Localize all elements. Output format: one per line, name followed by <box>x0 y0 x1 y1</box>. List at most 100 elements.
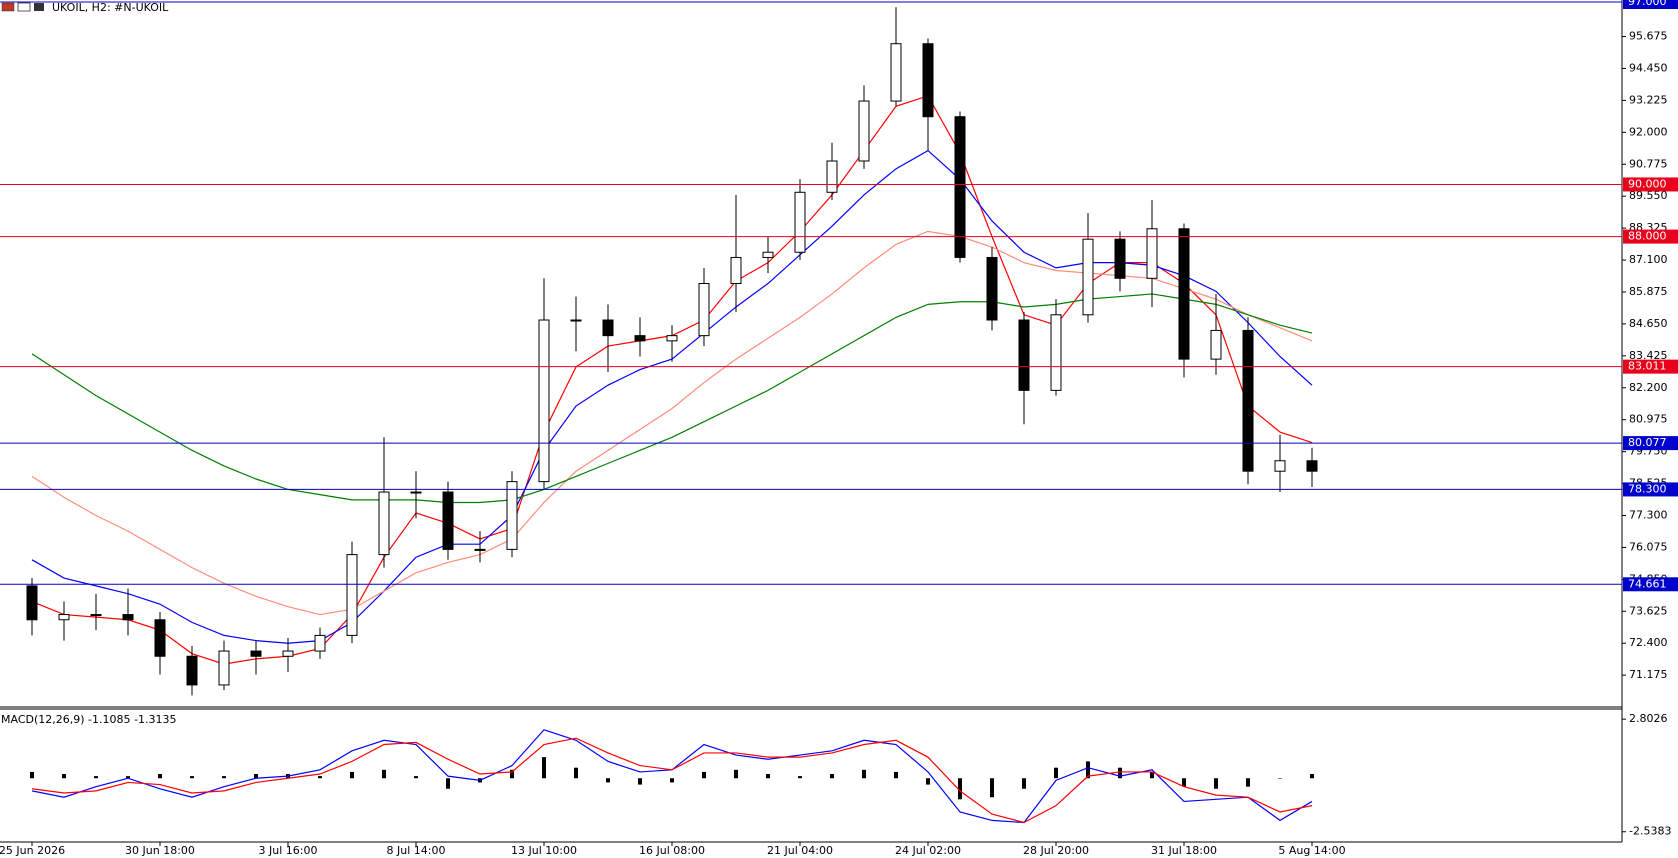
histogram-bar <box>958 778 962 800</box>
candle-body <box>922 43 934 118</box>
candle-body <box>1082 238 1094 316</box>
histogram-bar <box>1310 774 1314 779</box>
level-label-box <box>1623 436 1678 451</box>
candle-body <box>154 619 166 657</box>
candle-body <box>90 614 102 617</box>
candle-body <box>442 491 454 550</box>
histogram-bar <box>382 769 386 779</box>
candle-body <box>378 491 390 556</box>
candle-body <box>602 319 614 337</box>
histogram-bar <box>1054 767 1058 779</box>
x-tick-label: 28 Jul 20:00 <box>1023 844 1089 857</box>
histogram-bar <box>1150 771 1154 779</box>
candle-body <box>986 256 998 321</box>
histogram-bar <box>702 771 706 779</box>
histogram-bar <box>446 778 450 789</box>
y-tick-label: 87.100 <box>1629 253 1668 266</box>
histogram-bar <box>574 767 578 779</box>
level-label-box <box>1623 0 1678 9</box>
y-tick-label: 77.300 <box>1629 509 1668 522</box>
candle-body <box>282 650 294 657</box>
candle-body <box>410 491 422 494</box>
y-tick-label: 93.225 <box>1629 93 1668 106</box>
level-label: 97.000 <box>1628 0 1667 8</box>
x-tick-label: 8 Jul 14:00 <box>387 844 446 857</box>
histogram-bar <box>1214 778 1218 789</box>
histogram-bar <box>158 774 162 779</box>
candle-body <box>890 43 902 102</box>
level-label: 83.011 <box>1628 360 1667 373</box>
y-tick-label: 95.675 <box>1629 30 1668 43</box>
candle-body <box>1242 329 1254 472</box>
candle-body <box>58 614 70 621</box>
y-tick-label: -2.5383 <box>1629 825 1671 838</box>
candle-body <box>794 191 806 253</box>
candle-body <box>474 548 486 551</box>
y-tick-label: 73.625 <box>1629 604 1668 617</box>
histogram-bar <box>350 771 354 779</box>
level-label: 78.300 <box>1628 482 1667 495</box>
x-tick-label: 16 Jul 08:00 <box>639 844 705 857</box>
y-tick-label: 83.425 <box>1629 349 1668 362</box>
histogram-bar <box>510 769 514 779</box>
level-label-box <box>1623 577 1678 592</box>
macd-line <box>31 737 1313 824</box>
histogram-bar <box>62 774 66 779</box>
y-tick-label: 94.450 <box>1629 61 1668 74</box>
histogram-bar <box>254 774 258 779</box>
histogram-bar <box>542 757 546 779</box>
y-tick-label: 89.550 <box>1629 189 1668 202</box>
histogram-bar <box>734 769 738 779</box>
histogram-bar <box>30 771 34 779</box>
candle-body <box>1050 314 1062 391</box>
candle-body <box>314 634 326 652</box>
histogram-bar <box>638 778 642 785</box>
y-tick-label: 90.775 <box>1629 157 1668 170</box>
candle-body <box>826 160 838 193</box>
level-label: 90.000 <box>1628 177 1667 190</box>
level-label-box <box>1623 359 1678 374</box>
level-label: 88.000 <box>1628 230 1667 243</box>
histogram-bar <box>830 774 834 779</box>
candle-body <box>538 319 550 483</box>
histogram-bar <box>1086 761 1090 779</box>
level-label: 74.661 <box>1628 577 1667 590</box>
candle-body <box>1178 228 1190 360</box>
y-tick-label: 72.400 <box>1629 636 1668 649</box>
histogram-bar <box>1118 767 1122 779</box>
icon <box>34 3 44 11</box>
y-tick-label: 85.875 <box>1629 285 1668 298</box>
level-label-box <box>1623 482 1678 497</box>
candle-body <box>858 100 870 162</box>
histogram-bar <box>926 778 930 785</box>
x-tick-label: 13 Jul 10:00 <box>511 844 577 857</box>
histogram-bar <box>1022 778 1026 789</box>
y-tick-label: 84.650 <box>1629 317 1668 330</box>
x-tick-label: 25 Jun 2026 <box>0 844 65 857</box>
candle-body <box>186 655 198 686</box>
candle-body <box>1306 460 1318 472</box>
candle-body <box>506 481 518 550</box>
histogram-bar <box>222 776 226 779</box>
histogram-bar <box>1278 778 1282 779</box>
histogram-bar <box>862 769 866 779</box>
candle-body <box>1146 228 1158 279</box>
y-tick-label: 92.000 <box>1629 125 1668 138</box>
histogram-bar <box>190 776 194 779</box>
candle-body <box>570 319 582 322</box>
candle-body <box>218 650 230 686</box>
histogram-bar <box>126 776 130 779</box>
candle-body <box>1114 238 1126 279</box>
histogram-bar <box>990 778 994 798</box>
y-tick-label: 76.075 <box>1629 540 1668 553</box>
candle-body <box>1274 460 1286 472</box>
histogram-bar <box>318 776 322 779</box>
candle-body <box>346 554 358 636</box>
chart-title: UKOIL, H2: #N-UKOIL <box>52 1 169 14</box>
histogram-bar <box>1246 778 1250 787</box>
x-tick-label: 24 Jul 02:00 <box>895 844 961 857</box>
indicator-title: MACD(12,26,9) -1.1085 -1.3135 <box>1 713 176 726</box>
x-tick-label: 30 Jun 18:00 <box>125 844 195 857</box>
